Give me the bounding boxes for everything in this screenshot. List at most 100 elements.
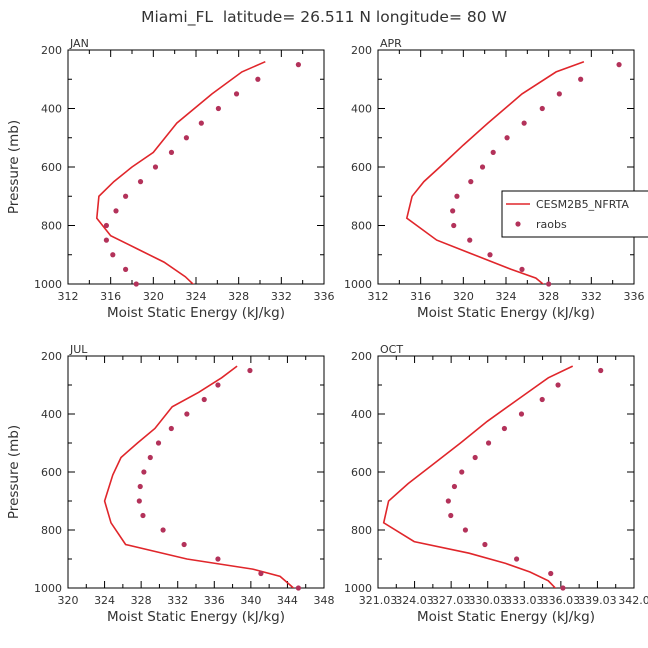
- series-point-raobs: [487, 252, 493, 258]
- y-tick-label: 600: [351, 466, 372, 479]
- series-point-raobs: [103, 237, 109, 243]
- y-tick-label: 600: [41, 466, 62, 479]
- x-axis-label: Moist Static Energy (kJ/kg): [417, 305, 595, 321]
- y-tick-label: 1000: [344, 582, 372, 595]
- x-axis-label: Moist Static Energy (kJ/kg): [417, 609, 595, 625]
- series-point-raobs: [555, 382, 561, 388]
- y-tick-label: 800: [351, 524, 372, 537]
- panel-label: JAN: [69, 37, 89, 50]
- series-point-raobs: [215, 105, 221, 112]
- y-tick-label: 400: [351, 408, 372, 421]
- x-tick-label: 330.03: [468, 594, 507, 607]
- series-point-raobs: [110, 252, 116, 258]
- series-point-raobs: [472, 454, 478, 461]
- x-tick-label: 324: [496, 290, 517, 303]
- series-point-raobs: [482, 541, 488, 548]
- x-tick-label: 344: [277, 594, 298, 607]
- series-point-raobs: [485, 440, 492, 446]
- series-point-raobs: [215, 556, 221, 562]
- x-tick-label: 348: [314, 594, 335, 607]
- series-point-raobs: [519, 266, 525, 272]
- series-point-raobs: [233, 91, 240, 97]
- y-tick-label: 400: [41, 103, 62, 116]
- series-point-raobs: [113, 208, 119, 214]
- series-point-raobs: [123, 266, 129, 272]
- series-point-raobs: [448, 512, 454, 519]
- series-point-raobs: [578, 76, 584, 82]
- series-point-raobs: [141, 469, 147, 475]
- y-tick-label: 400: [351, 103, 372, 116]
- y-tick-label: 600: [351, 161, 372, 174]
- y-tick-label: 1000: [34, 278, 62, 291]
- series-point-raobs: [539, 396, 545, 403]
- panel-label: JUL: [69, 343, 88, 356]
- series-point-raobs: [137, 179, 144, 185]
- y-tick-label: 1000: [344, 278, 372, 291]
- series-point-raobs: [556, 91, 562, 97]
- series-point-raobs: [514, 556, 520, 562]
- series-point-raobs: [168, 425, 174, 432]
- series-point-raobs: [462, 527, 469, 533]
- x-axis-label: Moist Static Energy (kJ/kg): [107, 305, 285, 321]
- x-tick-label: 336: [314, 290, 335, 303]
- series-point-raobs: [258, 570, 264, 577]
- series-point-raobs: [168, 149, 175, 155]
- series-point-raobs: [184, 411, 190, 417]
- series-point-raobs: [133, 281, 139, 287]
- series-point-raobs: [198, 120, 204, 126]
- x-tick-label: 336: [624, 290, 645, 303]
- panel-label: APR: [380, 37, 402, 50]
- x-tick-label: 336: [204, 594, 225, 607]
- panel-label: OCT: [380, 343, 403, 356]
- panel-apr: APR 312 316 320 324 328 332 336 200 400 600 800 1000…: [344, 37, 648, 321]
- series-point-raobs: [504, 135, 510, 141]
- series-point-raobs: [546, 281, 552, 287]
- plot-frame: [377, 355, 635, 589]
- x-tick-label: 324: [94, 594, 115, 607]
- series-point-raobs: [450, 208, 456, 214]
- y-tick-label: 200: [351, 44, 372, 57]
- series-point-raobs: [521, 120, 527, 126]
- y-tick-label: 800: [41, 220, 62, 233]
- legend-label-obs: raobs: [536, 218, 567, 231]
- x-tick-label: 332: [581, 290, 602, 303]
- x-tick-label: 339.03: [578, 594, 617, 607]
- legend-label-model: CESM2B5_NFRTA: [536, 198, 629, 211]
- series-point-raobs: [490, 149, 496, 155]
- x-axis-label: Moist Static Energy (kJ/kg): [107, 609, 285, 625]
- plot-frame: [67, 49, 325, 285]
- series-point-raobs: [598, 367, 604, 374]
- series-point-raobs: [160, 527, 166, 533]
- series-line-cesm2b5-nfrta: [382, 365, 574, 588]
- series-point-raobs: [459, 469, 465, 475]
- y-tick-label: 400: [41, 408, 62, 421]
- panel-jan: JAN 312 316 320 324 328 332 336 200 400 600 800 1000…: [6, 37, 335, 321]
- series-point-raobs: [147, 454, 153, 461]
- x-tick-label: 342.0: [618, 594, 648, 607]
- series-point-raobs: [201, 396, 207, 403]
- legend-box: [501, 190, 648, 238]
- series-point-raobs: [451, 222, 457, 229]
- x-tick-label: 327.03: [432, 594, 471, 607]
- series-point-raobs: [295, 62, 301, 68]
- x-tick-label: 333.03: [505, 594, 544, 607]
- x-tick-label: 332: [271, 290, 292, 303]
- series-point-raobs: [451, 483, 458, 490]
- series-point-raobs: [548, 570, 554, 577]
- series-line-cesm2b5-nfrta: [103, 365, 295, 588]
- x-tick-label: 320: [143, 290, 164, 303]
- x-tick-label: 340: [240, 594, 261, 607]
- series-line-cesm2b5-nfrta: [405, 60, 585, 284]
- series-point-raobs: [539, 105, 545, 112]
- y-axis-label: Pressure (mb): [6, 425, 22, 519]
- plot-frame: [377, 49, 635, 285]
- x-tick-label: 312: [368, 290, 389, 303]
- series-point-raobs: [479, 164, 486, 170]
- y-axis-label: Pressure (mb): [6, 120, 22, 214]
- x-tick-label: 321.03: [359, 594, 398, 607]
- series-point-raobs: [454, 193, 460, 199]
- series-point-raobs: [616, 62, 622, 68]
- series-point-raobs: [136, 498, 142, 504]
- series-point-raobs: [140, 512, 146, 519]
